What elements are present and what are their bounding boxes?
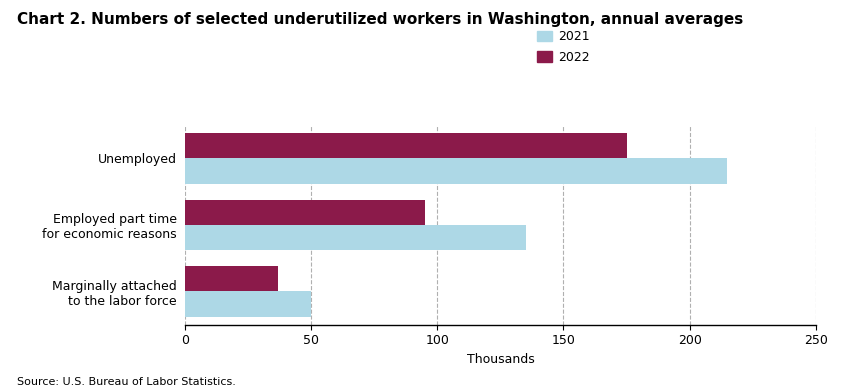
Bar [185, 291, 311, 317]
X-axis label: Thousands: Thousands [467, 353, 534, 366]
Text: Source: U.S. Bureau of Labor Statistics.: Source: U.S. Bureau of Labor Statistics. [17, 377, 235, 387]
Bar [185, 158, 727, 184]
Legend: 2021, 2022: 2021, 2022 [535, 28, 592, 66]
Text: Chart 2. Numbers of selected underutilized workers in Washington, annual average: Chart 2. Numbers of selected underutiliz… [17, 12, 743, 27]
Bar [185, 133, 627, 158]
Bar [185, 199, 425, 225]
Bar [185, 225, 526, 250]
Bar [185, 266, 278, 291]
